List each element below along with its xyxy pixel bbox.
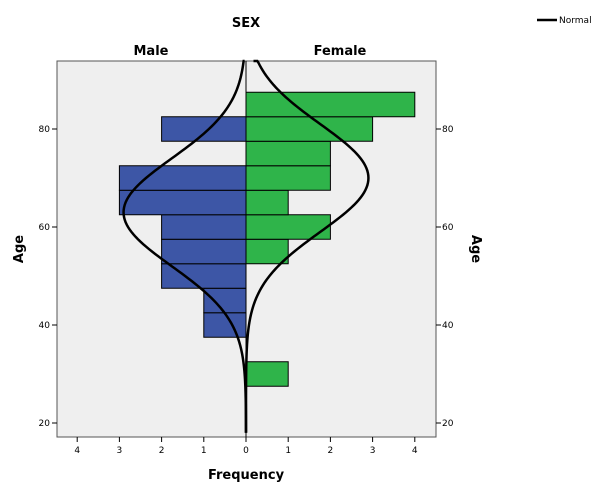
x-tick-label: 4 xyxy=(74,446,80,456)
x-tick-label: 3 xyxy=(370,446,376,456)
x-tick-label: 1 xyxy=(201,446,207,456)
normal-curve-female xyxy=(244,59,370,433)
y-tick-label-left: 20 xyxy=(39,419,51,429)
chart-title: SEX xyxy=(232,16,260,31)
y-tick-label-left: 60 xyxy=(39,223,51,233)
bar-male xyxy=(203,287,247,314)
bar-male xyxy=(203,312,247,338)
y-tick-label-left: 80 xyxy=(39,125,51,135)
bar-female xyxy=(245,361,289,387)
axes-layer: 4 3 2 1 0 1 2 3 4 20 20 40 40 60 60 80 80 xyxy=(39,125,454,456)
y-tick-label-right: 20 xyxy=(442,419,454,429)
legend-normal-label: Normal xyxy=(559,16,592,26)
bar-female xyxy=(245,140,331,167)
y-tick-label-right: 80 xyxy=(442,125,454,135)
y-tick-label-right: 60 xyxy=(442,223,454,233)
bars-layer xyxy=(118,61,416,437)
bar-male xyxy=(118,189,247,216)
x-tick-label: 2 xyxy=(159,446,165,456)
x-tick-label: 1 xyxy=(285,446,291,456)
bar-female xyxy=(245,238,289,265)
bar-female xyxy=(245,214,331,240)
x-tick-label: 0 xyxy=(243,446,249,456)
bar-female xyxy=(245,91,416,118)
y-axis-title-left: Age xyxy=(12,235,27,263)
y-tick-label-right: 40 xyxy=(442,321,454,331)
x-tick-label: 4 xyxy=(412,446,418,456)
x-tick-label: 2 xyxy=(328,446,334,456)
x-axis-title: Frequency xyxy=(208,468,285,483)
bar-female xyxy=(245,189,289,216)
y-axis-title-right: Age xyxy=(468,235,483,263)
y-tick-label-left: 40 xyxy=(39,321,51,331)
bar-female xyxy=(245,165,331,191)
bar-male xyxy=(161,214,247,240)
normal-curves-layer xyxy=(122,59,370,433)
panel-label-female: Female xyxy=(314,44,367,59)
legend: Normal xyxy=(537,16,592,26)
bar-male xyxy=(161,116,247,142)
panel-label-male: Male xyxy=(134,44,169,59)
normal-curve-male xyxy=(122,59,248,433)
bar-male xyxy=(161,238,247,265)
x-tick-label: 3 xyxy=(117,446,123,456)
bar-female xyxy=(245,116,374,142)
